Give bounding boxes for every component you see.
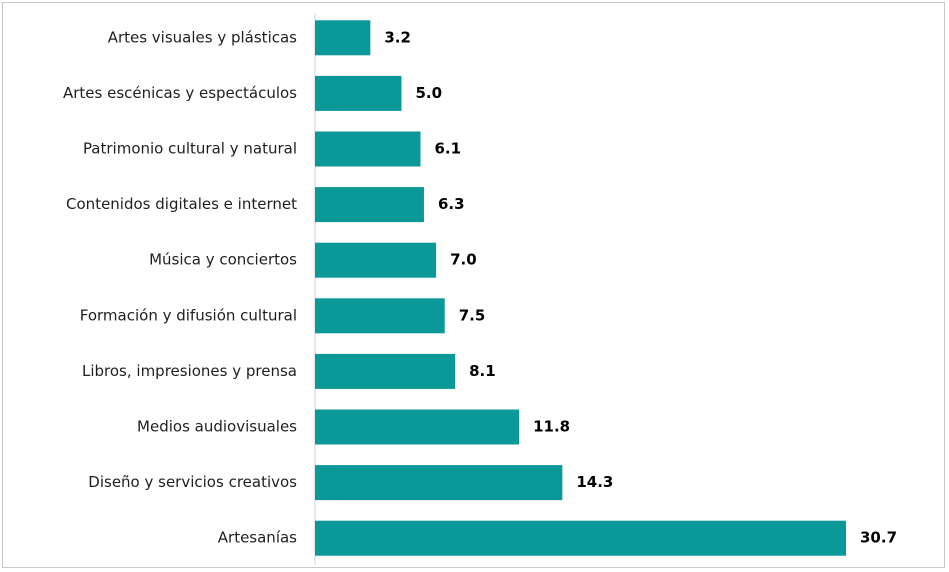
bar bbox=[315, 298, 445, 334]
value-label: 5.0 bbox=[415, 84, 442, 102]
bar bbox=[315, 75, 402, 111]
category-label: Formación y difusión cultural bbox=[80, 306, 297, 324]
value-label: 7.0 bbox=[450, 251, 477, 269]
category-label: Artes escénicas y espectáculos bbox=[63, 84, 297, 102]
bar bbox=[315, 409, 520, 445]
bar bbox=[315, 353, 456, 389]
category-label: Música y conciertos bbox=[149, 251, 297, 269]
category-label: Artes visuales y plásticas bbox=[108, 28, 297, 46]
value-label: 6.1 bbox=[435, 140, 462, 158]
bar bbox=[315, 242, 437, 278]
value-label: 14.3 bbox=[576, 473, 613, 491]
value-label: 3.2 bbox=[384, 28, 411, 46]
value-label: 7.5 bbox=[459, 306, 486, 324]
value-label: 6.3 bbox=[438, 195, 465, 213]
labels-layer: Artes visuales y plásticas 3.2 Artes escén… bbox=[63, 28, 897, 546]
bar-chart: Artes visuales y plásticas 3.2 Artes escén… bbox=[63, 13, 897, 565]
category-label: Patrimonio cultural y natural bbox=[83, 140, 297, 158]
category-label: Libros, impresiones y prensa bbox=[82, 362, 297, 380]
category-label: Artesanías bbox=[218, 529, 297, 547]
bar bbox=[315, 520, 846, 556]
category-label: Contenidos digitales e internet bbox=[66, 195, 297, 213]
category-label: Diseño y servicios creativos bbox=[88, 473, 297, 491]
bar bbox=[315, 131, 421, 167]
bar bbox=[315, 187, 424, 223]
value-label: 11.8 bbox=[533, 418, 570, 436]
value-label: 30.7 bbox=[860, 529, 897, 547]
category-label: Medios audiovisuales bbox=[137, 418, 297, 436]
bar bbox=[315, 465, 563, 501]
bars-layer bbox=[315, 20, 846, 556]
bar bbox=[315, 20, 371, 56]
value-label: 8.1 bbox=[469, 362, 496, 380]
